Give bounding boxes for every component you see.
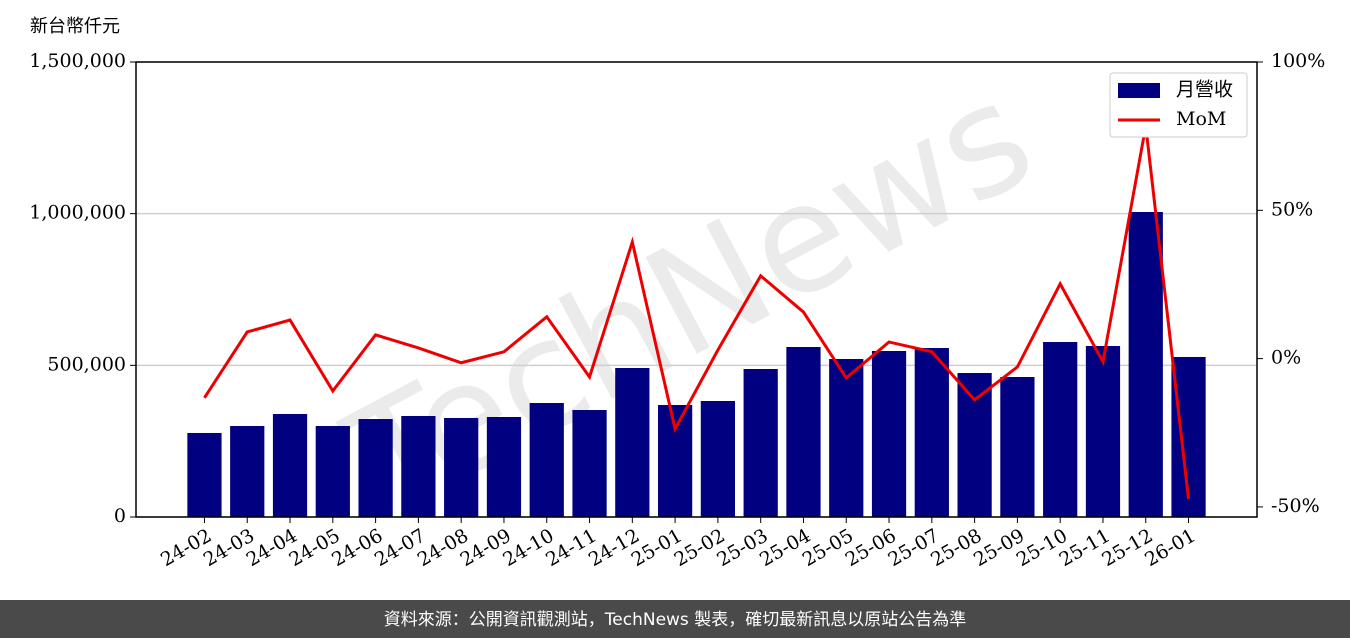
- y-tick-label: 0: [114, 505, 126, 527]
- bar: [315, 426, 350, 517]
- y2-tick-label: 100%: [1271, 50, 1325, 72]
- bar: [401, 415, 436, 517]
- bar: [914, 348, 949, 517]
- footer: 資料來源：公開資訊觀測站，TechNews 製表，確切最新訊息以原站公告為準: [384, 610, 966, 630]
- bar: [486, 416, 522, 517]
- bar: [615, 368, 650, 517]
- bar: [700, 401, 736, 517]
- bar: [871, 350, 907, 517]
- y-axis-label: 新台幣仟元: [30, 16, 120, 37]
- bar: [743, 369, 778, 517]
- bar: [1128, 211, 1163, 517]
- bar: [358, 419, 393, 517]
- bar: [187, 432, 222, 517]
- bar: [786, 347, 821, 517]
- bar: [829, 358, 864, 517]
- bar: [1085, 346, 1121, 517]
- y-tick-label: 1,500,000: [29, 50, 126, 72]
- line: [203, 125, 1191, 500]
- y2-tick-label: 50%: [1271, 198, 1313, 220]
- bar: [1000, 377, 1035, 517]
- footer-bar: [0, 600, 1350, 638]
- bar: [957, 373, 992, 517]
- legend-swatch: [1118, 83, 1160, 98]
- y-tick-label: 1,000,000: [29, 202, 126, 224]
- bar: [657, 405, 693, 517]
- bar: [272, 413, 308, 517]
- y2-tick-label: -50%: [1271, 495, 1320, 517]
- bar: [444, 417, 479, 517]
- plot-frame: [135, 61, 1258, 518]
- legend-label: MoM: [1176, 108, 1226, 130]
- bar: [230, 426, 265, 517]
- legend-label: 月營收: [1176, 79, 1233, 101]
- bar: [529, 403, 564, 517]
- y2-tick-label: 0%: [1271, 347, 1301, 369]
- bar: [1043, 342, 1078, 517]
- x-tick-label: 26-01: [1141, 525, 1199, 571]
- bar: [572, 410, 607, 517]
- y-tick-label: 500,000: [47, 353, 126, 375]
